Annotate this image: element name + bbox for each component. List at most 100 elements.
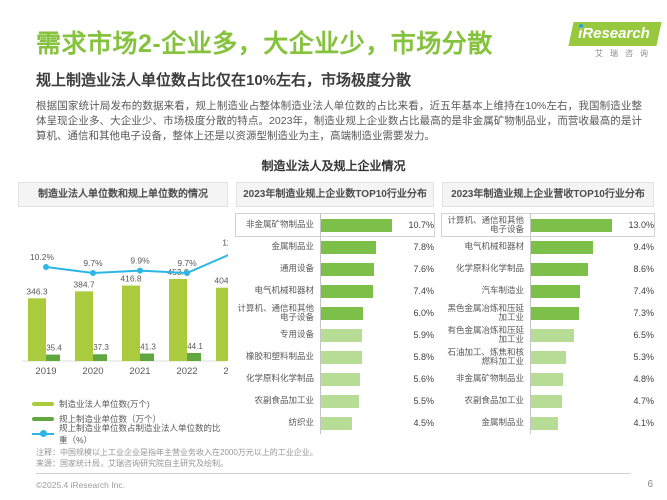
bar-track xyxy=(320,302,408,324)
ratio-value: 11.4% xyxy=(222,238,228,248)
bar-track xyxy=(530,390,628,412)
bar-track xyxy=(530,280,628,302)
industry-bar xyxy=(531,350,566,364)
year-label: 2020 xyxy=(82,366,103,377)
bar-value: 6.5% xyxy=(633,330,654,340)
legal-units-bar xyxy=(169,279,187,361)
top10-row: 计算机、通信和其他电子设备 13.0% xyxy=(441,213,655,237)
ratio-line-point xyxy=(90,270,96,276)
legend-item: 规上制造业单位数（万个） xyxy=(32,411,228,426)
panel-legal-units: 制造业法人单位数和规上单位数的情况 346.3 35.4 2019 384.7 37.3… xyxy=(18,182,250,445)
bar-value: 7.6% xyxy=(413,264,434,274)
industry-bar xyxy=(531,394,562,408)
bar-value: 5.3% xyxy=(633,352,654,362)
industry-bar xyxy=(321,262,375,276)
industry-label: 石油加工、炼焦和核燃料加工业 xyxy=(447,346,524,366)
top10-row: 黑色金属冶炼和压延加工业 7.3% xyxy=(442,302,654,324)
page-title: 需求市场2-企业多，大企业少，市场分散 xyxy=(36,30,493,58)
legend-label: 制造业法人单位数(万个) xyxy=(59,398,150,409)
bar-value: 4.1% xyxy=(633,418,654,428)
top10-row: 电气机械和器材 9.4% xyxy=(442,236,654,258)
legal-units-bar xyxy=(28,298,46,361)
panel-top10-revenue: 2023年制造业规上企业营收TOP10行业分布 计算机、通信和其他电子设备 13.… xyxy=(441,182,655,441)
year-label: 2023 xyxy=(223,366,228,377)
industry-bar xyxy=(531,262,588,276)
logo-i-glyph: i xyxy=(578,25,583,42)
combo-chart-svg: 346.3 35.4 2019 384.7 37.3 2020 416.8 41.3 2021 4… xyxy=(22,238,250,377)
top10-revenue-chart: 计算机、通信和其他电子设备 13.0% 电气机械和器材 9.4% 化学原料化学制品 8.6… xyxy=(441,213,655,434)
above-scale-units-value: 35.4 xyxy=(46,344,62,353)
industry-label: 金属制品业 xyxy=(481,417,524,428)
header: 需求市场2-企业多，大企业少，市场分散 iResearch 艾瑞咨询 规上制造业… xyxy=(0,0,667,144)
industry-label: 有色金属冶炼和压延加工业 xyxy=(447,324,524,344)
page-number: 6 xyxy=(647,479,653,490)
top10-row: 专用设备 5.9% xyxy=(236,324,434,346)
logo-wordmark: Research xyxy=(582,25,651,42)
above-scale-units-value: 44.1 xyxy=(187,342,203,351)
footer-divider xyxy=(36,473,631,474)
industry-label: 计算机、通信和其他电子设备 xyxy=(447,214,524,234)
bar-value: 7.4% xyxy=(633,286,654,296)
top10-row: 有色金属冶炼和压延加工业 6.5% xyxy=(442,324,654,346)
legend-item: 制造业法人单位数(万个) xyxy=(32,396,228,411)
industry-bar xyxy=(321,394,360,408)
industry-bar xyxy=(531,416,558,430)
industry-bar xyxy=(531,306,580,320)
bar-track xyxy=(530,324,628,346)
bar-value: 8.6% xyxy=(633,264,654,274)
industry-bar xyxy=(531,372,563,386)
legend-item: 规上制造业单位数占制造业法人单位数的比重（%） xyxy=(32,423,228,445)
above-scale-units-bar xyxy=(46,354,60,361)
ratio-value: 9.7% xyxy=(177,258,197,268)
legal-units-value: 384.7 xyxy=(73,279,95,289)
industry-bar xyxy=(531,328,574,342)
panel-top10-count: 2023年制造业规上企业数TOP10行业分布 非金属矿物制品业 10.7% 金属制品… xyxy=(235,182,435,441)
year-label: 2019 xyxy=(35,366,56,377)
industry-label: 化学原料化学制品 xyxy=(245,373,314,384)
ratio-line-point xyxy=(184,270,190,276)
logo-chinese-name: 艾瑞咨询 xyxy=(595,49,655,58)
panel-header-legal-units: 制造业法人单位数和规上单位数的情况 xyxy=(18,182,228,207)
industry-label: 橡胶和塑料制品业 xyxy=(245,351,314,362)
bar-track xyxy=(320,258,408,280)
industry-label: 计算机、通信和其他电子设备 xyxy=(237,302,314,322)
chart-panels: 制造业法人单位数和规上单位数的情况 346.3 35.4 2019 384.7 37.3… xyxy=(18,182,655,445)
top10-row: 金属制品业 7.8% xyxy=(236,236,434,258)
combo-chart-legend: 制造业法人单位数(万个) 规上制造业单位数（万个） 规上制造业单位数占制造业法人单位… xyxy=(32,396,228,445)
legend-bar-swatch xyxy=(32,416,54,421)
industry-bar xyxy=(321,306,363,320)
legend-bar-swatch xyxy=(32,401,54,406)
industry-label: 非金属矿物制品业 xyxy=(245,219,314,230)
legal-units-value: 404.9 xyxy=(214,276,228,286)
bar-track xyxy=(530,412,628,434)
legal-units-value: 346.3 xyxy=(26,286,48,296)
above-scale-units-value: 41.3 xyxy=(140,343,156,352)
iresearch-logo: iResearch 艾瑞咨询 xyxy=(559,22,662,59)
top10-row: 农副食品加工业 5.5% xyxy=(236,390,434,412)
bar-track xyxy=(320,390,408,412)
ratio-value: 9.7% xyxy=(83,258,103,268)
bar-value: 9.4% xyxy=(633,242,654,252)
industry-label: 纺织业 xyxy=(288,417,314,428)
bar-track xyxy=(320,324,408,346)
bar-value: 5.9% xyxy=(413,330,434,340)
bar-track xyxy=(530,346,628,368)
top10-row: 汽车制造业 7.4% xyxy=(442,280,654,302)
bar-value: 4.5% xyxy=(413,418,434,428)
industry-label: 农副食品加工业 xyxy=(254,395,314,406)
bar-track xyxy=(530,214,623,236)
top10-row: 非金属矿物制品业 4.8% xyxy=(442,368,654,390)
top10-row: 石油加工、炼焦和核燃料加工业 5.3% xyxy=(442,346,654,368)
panel-header-top10-count: 2023年制造业规上企业数TOP10行业分布 xyxy=(236,182,434,207)
year-label: 2021 xyxy=(129,366,150,377)
industry-bar xyxy=(321,350,362,364)
above-scale-units-bar xyxy=(93,354,107,361)
industry-bar xyxy=(531,284,580,298)
footer: 注释：中国规模以上工业企业是指年主营业务收入在2000万元以上的工业企业。 来源… xyxy=(36,448,655,490)
top10-row: 橡胶和塑料制品业 5.8% xyxy=(236,346,434,368)
bar-track xyxy=(320,236,408,258)
bar-value: 5.6% xyxy=(413,374,434,384)
bar-value: 10.7% xyxy=(408,220,434,230)
legend-label: 规上制造业单位数占制造业法人单位数的比重（%） xyxy=(59,422,221,445)
industry-label: 专用设备 xyxy=(279,329,314,340)
